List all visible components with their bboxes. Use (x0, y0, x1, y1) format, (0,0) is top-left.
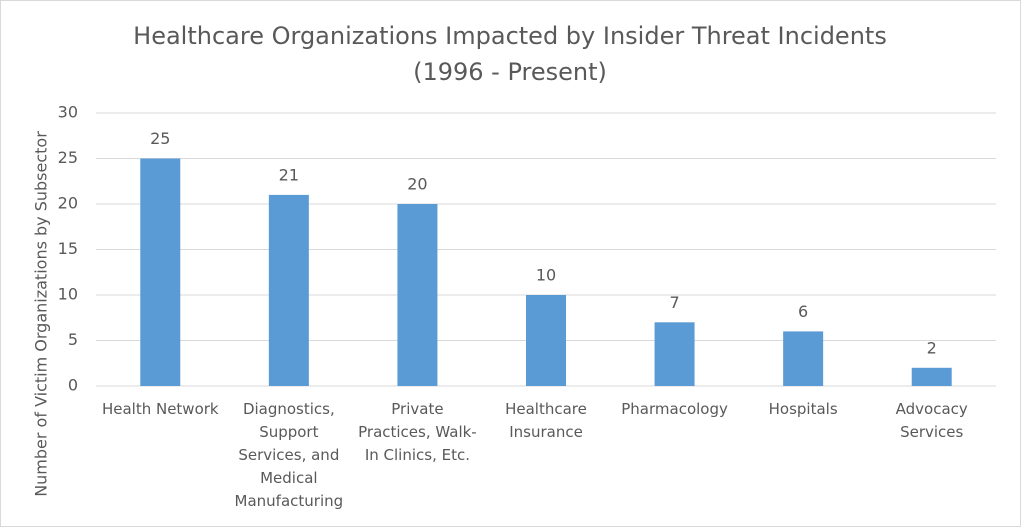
value-label: 6 (798, 302, 808, 321)
bar (140, 158, 181, 386)
value-label: 10 (536, 266, 556, 285)
y-tick-label: 10 (58, 285, 78, 304)
chart-subtitle: (1996 - Present) (413, 58, 607, 86)
bar (911, 367, 952, 386)
value-label: 7 (669, 293, 679, 312)
x-tick-label: Diagnostics, Support Services, and Medic… (234, 400, 344, 510)
bar (654, 322, 695, 386)
x-tick-label: Hospitals (768, 400, 838, 418)
x-tick-label: Private Practices, Walk-In Clinics, Etc. (358, 400, 477, 464)
y-tick-label: 30 (58, 103, 78, 122)
y-tick-label: 5 (68, 330, 78, 349)
x-tick-label: Healthcare Insurance (505, 400, 587, 441)
y-tick-label: 20 (58, 194, 78, 213)
y-tick-label: 25 (58, 148, 78, 167)
chart-title: Healthcare Organizations Impacted by Ins… (133, 22, 887, 50)
y-tick-label: 15 (58, 239, 78, 258)
y-axis-label: Number of Victim Organizations by Subsec… (32, 131, 51, 497)
x-tick-label: Advocacy Services (895, 400, 968, 441)
x-tick-label: Health Network (101, 400, 219, 418)
x-tick-label: Pharmacology (621, 400, 728, 418)
value-label: 21 (279, 165, 299, 184)
value-label: 2 (927, 338, 937, 357)
bar (783, 331, 824, 386)
bar (268, 194, 309, 386)
bar (397, 204, 438, 386)
value-label: 25 (150, 129, 170, 148)
value-label: 20 (407, 175, 427, 194)
bar (526, 295, 566, 386)
y-tick-label: 0 (68, 376, 78, 395)
